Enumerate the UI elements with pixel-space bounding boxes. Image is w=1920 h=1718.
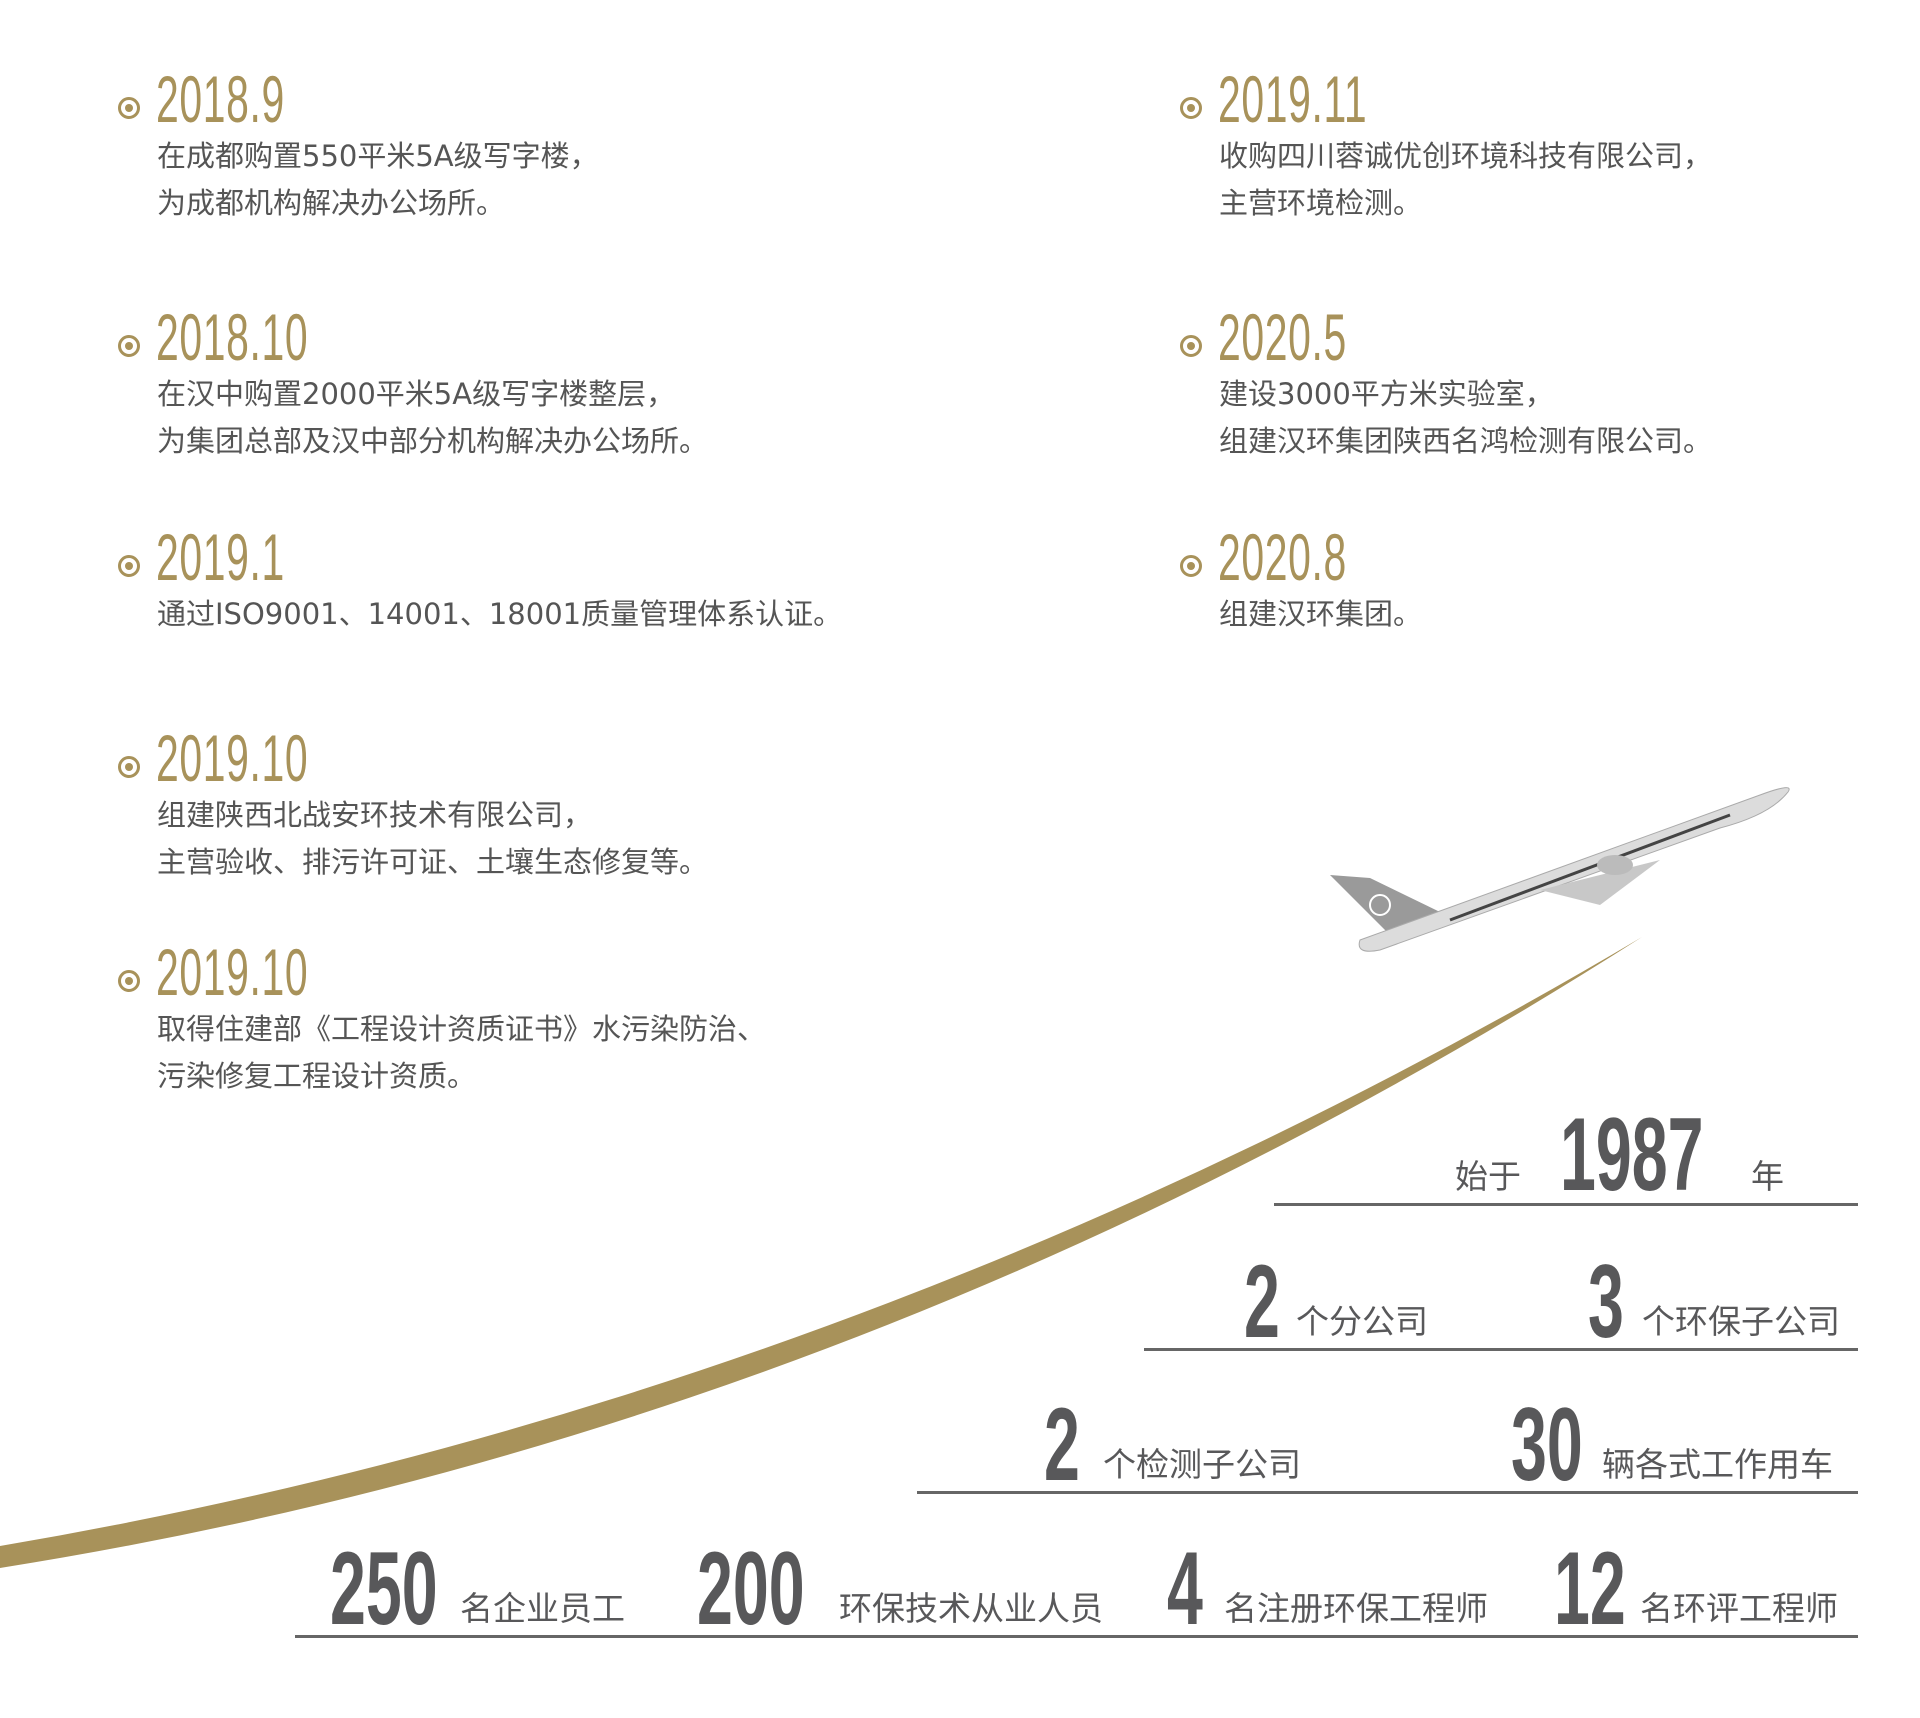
timeline-date: 2019.10 bbox=[156, 721, 309, 795]
timeline-date: 2019.1 bbox=[156, 520, 285, 594]
target-bullet-icon bbox=[118, 97, 140, 119]
timeline-description: 通过ISO9001、14001、18001质量管理体系认证。 bbox=[157, 591, 842, 638]
branches-value: 2 bbox=[1244, 1244, 1280, 1360]
eia-engineers-value: 12 bbox=[1554, 1531, 1626, 1647]
vehicles-value: 30 bbox=[1511, 1387, 1583, 1503]
timeline-date: 2019.11 bbox=[1218, 62, 1368, 136]
description-line: 取得住建部《工程设计资质证书》水污染防治、 bbox=[157, 1012, 767, 1046]
description-line: 组建汉环集团陕西名鸿检测有限公司。 bbox=[1219, 424, 1713, 458]
airplane-image bbox=[1330, 787, 1790, 952]
description-line: 主营验收、排污许可证、土壤生态修复等。 bbox=[157, 845, 709, 879]
description-line: 在成都购置550平米5A级写字楼， bbox=[157, 139, 599, 173]
target-bullet-icon bbox=[1180, 97, 1202, 119]
description-line: 组建汉环集团。 bbox=[1219, 597, 1423, 631]
timeline-description: 收购四川蓉诚优创环境科技有限公司， 主营环境检测。 bbox=[1219, 133, 1712, 227]
timeline-description: 建设3000平方米实验室， 组建汉环集团陕西名鸿检测有限公司。 bbox=[1219, 371, 1712, 465]
target-bullet-icon bbox=[118, 335, 140, 357]
timeline-date: 2020.8 bbox=[1218, 520, 1347, 594]
reg-engineers-label: 名注册环保工程师 bbox=[1224, 1589, 1488, 1628]
practitioners-label: 环保技术从业人员 bbox=[839, 1589, 1103, 1628]
description-line: 为成都机构解决办公场所。 bbox=[157, 186, 506, 220]
description-line: 组建陕西北战安环技术有限公司， bbox=[157, 798, 593, 832]
divider bbox=[295, 1635, 1858, 1638]
practitioners-value: 200 bbox=[697, 1531, 805, 1647]
description-line: 污染修复工程设计资质。 bbox=[157, 1059, 477, 1093]
since-year: 1987 bbox=[1560, 1097, 1704, 1213]
employees-label: 名企业员工 bbox=[460, 1589, 625, 1628]
vehicles-label: 辆各式工作用车 bbox=[1602, 1445, 1833, 1484]
description-line: 在汉中购置2000平米5A级写字楼整层， bbox=[157, 377, 676, 411]
since-suffix: 年 bbox=[1751, 1157, 1784, 1196]
eia-engineers-label: 名环评工程师 bbox=[1640, 1589, 1838, 1628]
timeline-description: 组建汉环集团。 bbox=[1219, 591, 1422, 638]
employees-value: 250 bbox=[330, 1531, 438, 1647]
target-bullet-icon bbox=[1180, 335, 1202, 357]
timeline-description: 在成都购置550平米5A级写字楼， 为成都机构解决办公场所。 bbox=[157, 133, 599, 227]
target-bullet-icon bbox=[1180, 555, 1202, 577]
description-line: 建设3000平方米实验室， bbox=[1219, 377, 1554, 411]
timeline-date: 2018.10 bbox=[156, 300, 309, 374]
description-line: 主营环境检测。 bbox=[1219, 186, 1423, 220]
branches-label: 个分公司 bbox=[1296, 1302, 1428, 1341]
test-subs-label: 个检测子公司 bbox=[1103, 1445, 1301, 1484]
description-line: 收购四川蓉诚优创环境科技有限公司， bbox=[1219, 139, 1713, 173]
target-bullet-icon bbox=[118, 970, 140, 992]
description-line: 通过ISO9001、14001、18001质量管理体系认证。 bbox=[157, 597, 843, 631]
reg-engineers-value: 4 bbox=[1167, 1531, 1203, 1647]
since-prefix: 始于 bbox=[1455, 1157, 1521, 1196]
test-subs-value: 2 bbox=[1044, 1387, 1080, 1503]
timeline-description: 组建陕西北战安环技术有限公司， 主营验收、排污许可证、土壤生态修复等。 bbox=[157, 792, 708, 886]
timeline-description: 取得住建部《工程设计资质证书》水污染防治、 污染修复工程设计资质。 bbox=[157, 1006, 766, 1100]
target-bullet-icon bbox=[118, 555, 140, 577]
env-subs-value: 3 bbox=[1588, 1244, 1624, 1360]
divider bbox=[1274, 1203, 1858, 1206]
timeline-date: 2018.9 bbox=[156, 62, 285, 136]
timeline-date: 2019.10 bbox=[156, 935, 309, 1009]
target-bullet-icon bbox=[118, 756, 140, 778]
timeline-description: 在汉中购置2000平米5A级写字楼整层， 为集团总部及汉中部分机构解决办公场所。 bbox=[157, 371, 708, 465]
env-subs-label: 个环保子公司 bbox=[1642, 1302, 1840, 1341]
divider bbox=[917, 1491, 1858, 1494]
description-line: 为集团总部及汉中部分机构解决办公场所。 bbox=[157, 424, 709, 458]
divider bbox=[1144, 1348, 1858, 1351]
timeline-date: 2020.5 bbox=[1218, 300, 1347, 374]
